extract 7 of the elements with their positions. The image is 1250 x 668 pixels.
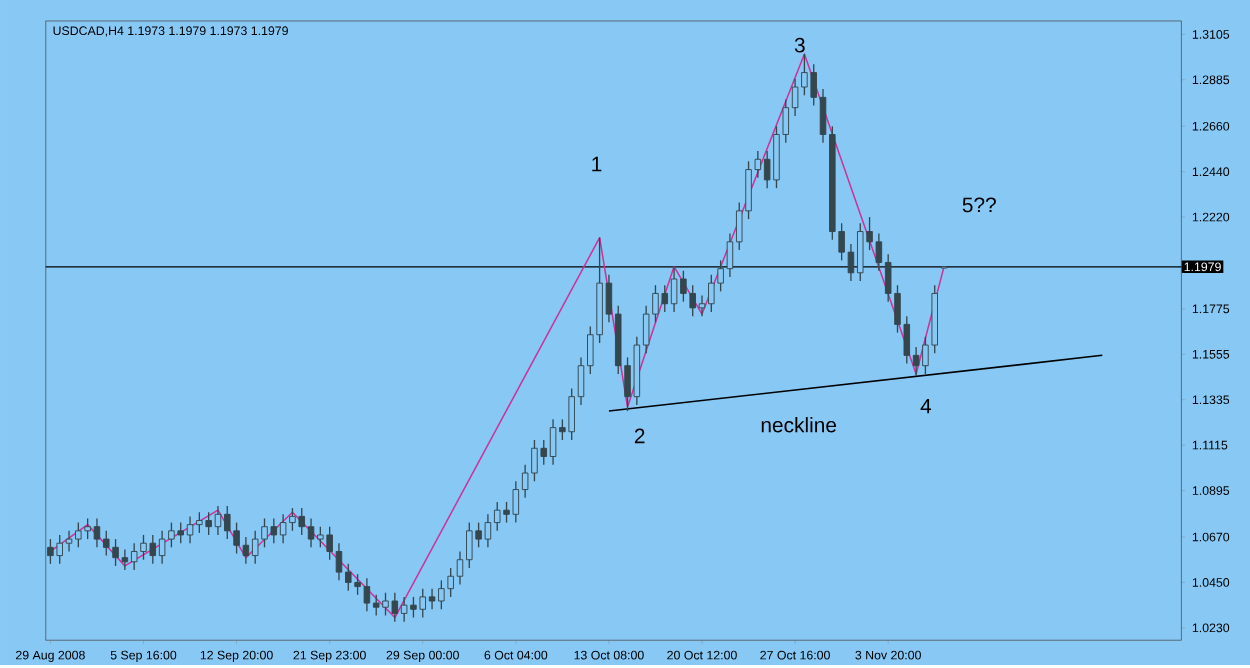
annotation: 4 xyxy=(920,398,932,414)
annotation: 5?? xyxy=(962,197,996,213)
annotation: neckline xyxy=(761,416,837,433)
line-series xyxy=(49,53,945,619)
annotation: 2 xyxy=(634,428,645,444)
annotation: 1 xyxy=(592,156,602,172)
annotation: 3 xyxy=(794,37,805,53)
